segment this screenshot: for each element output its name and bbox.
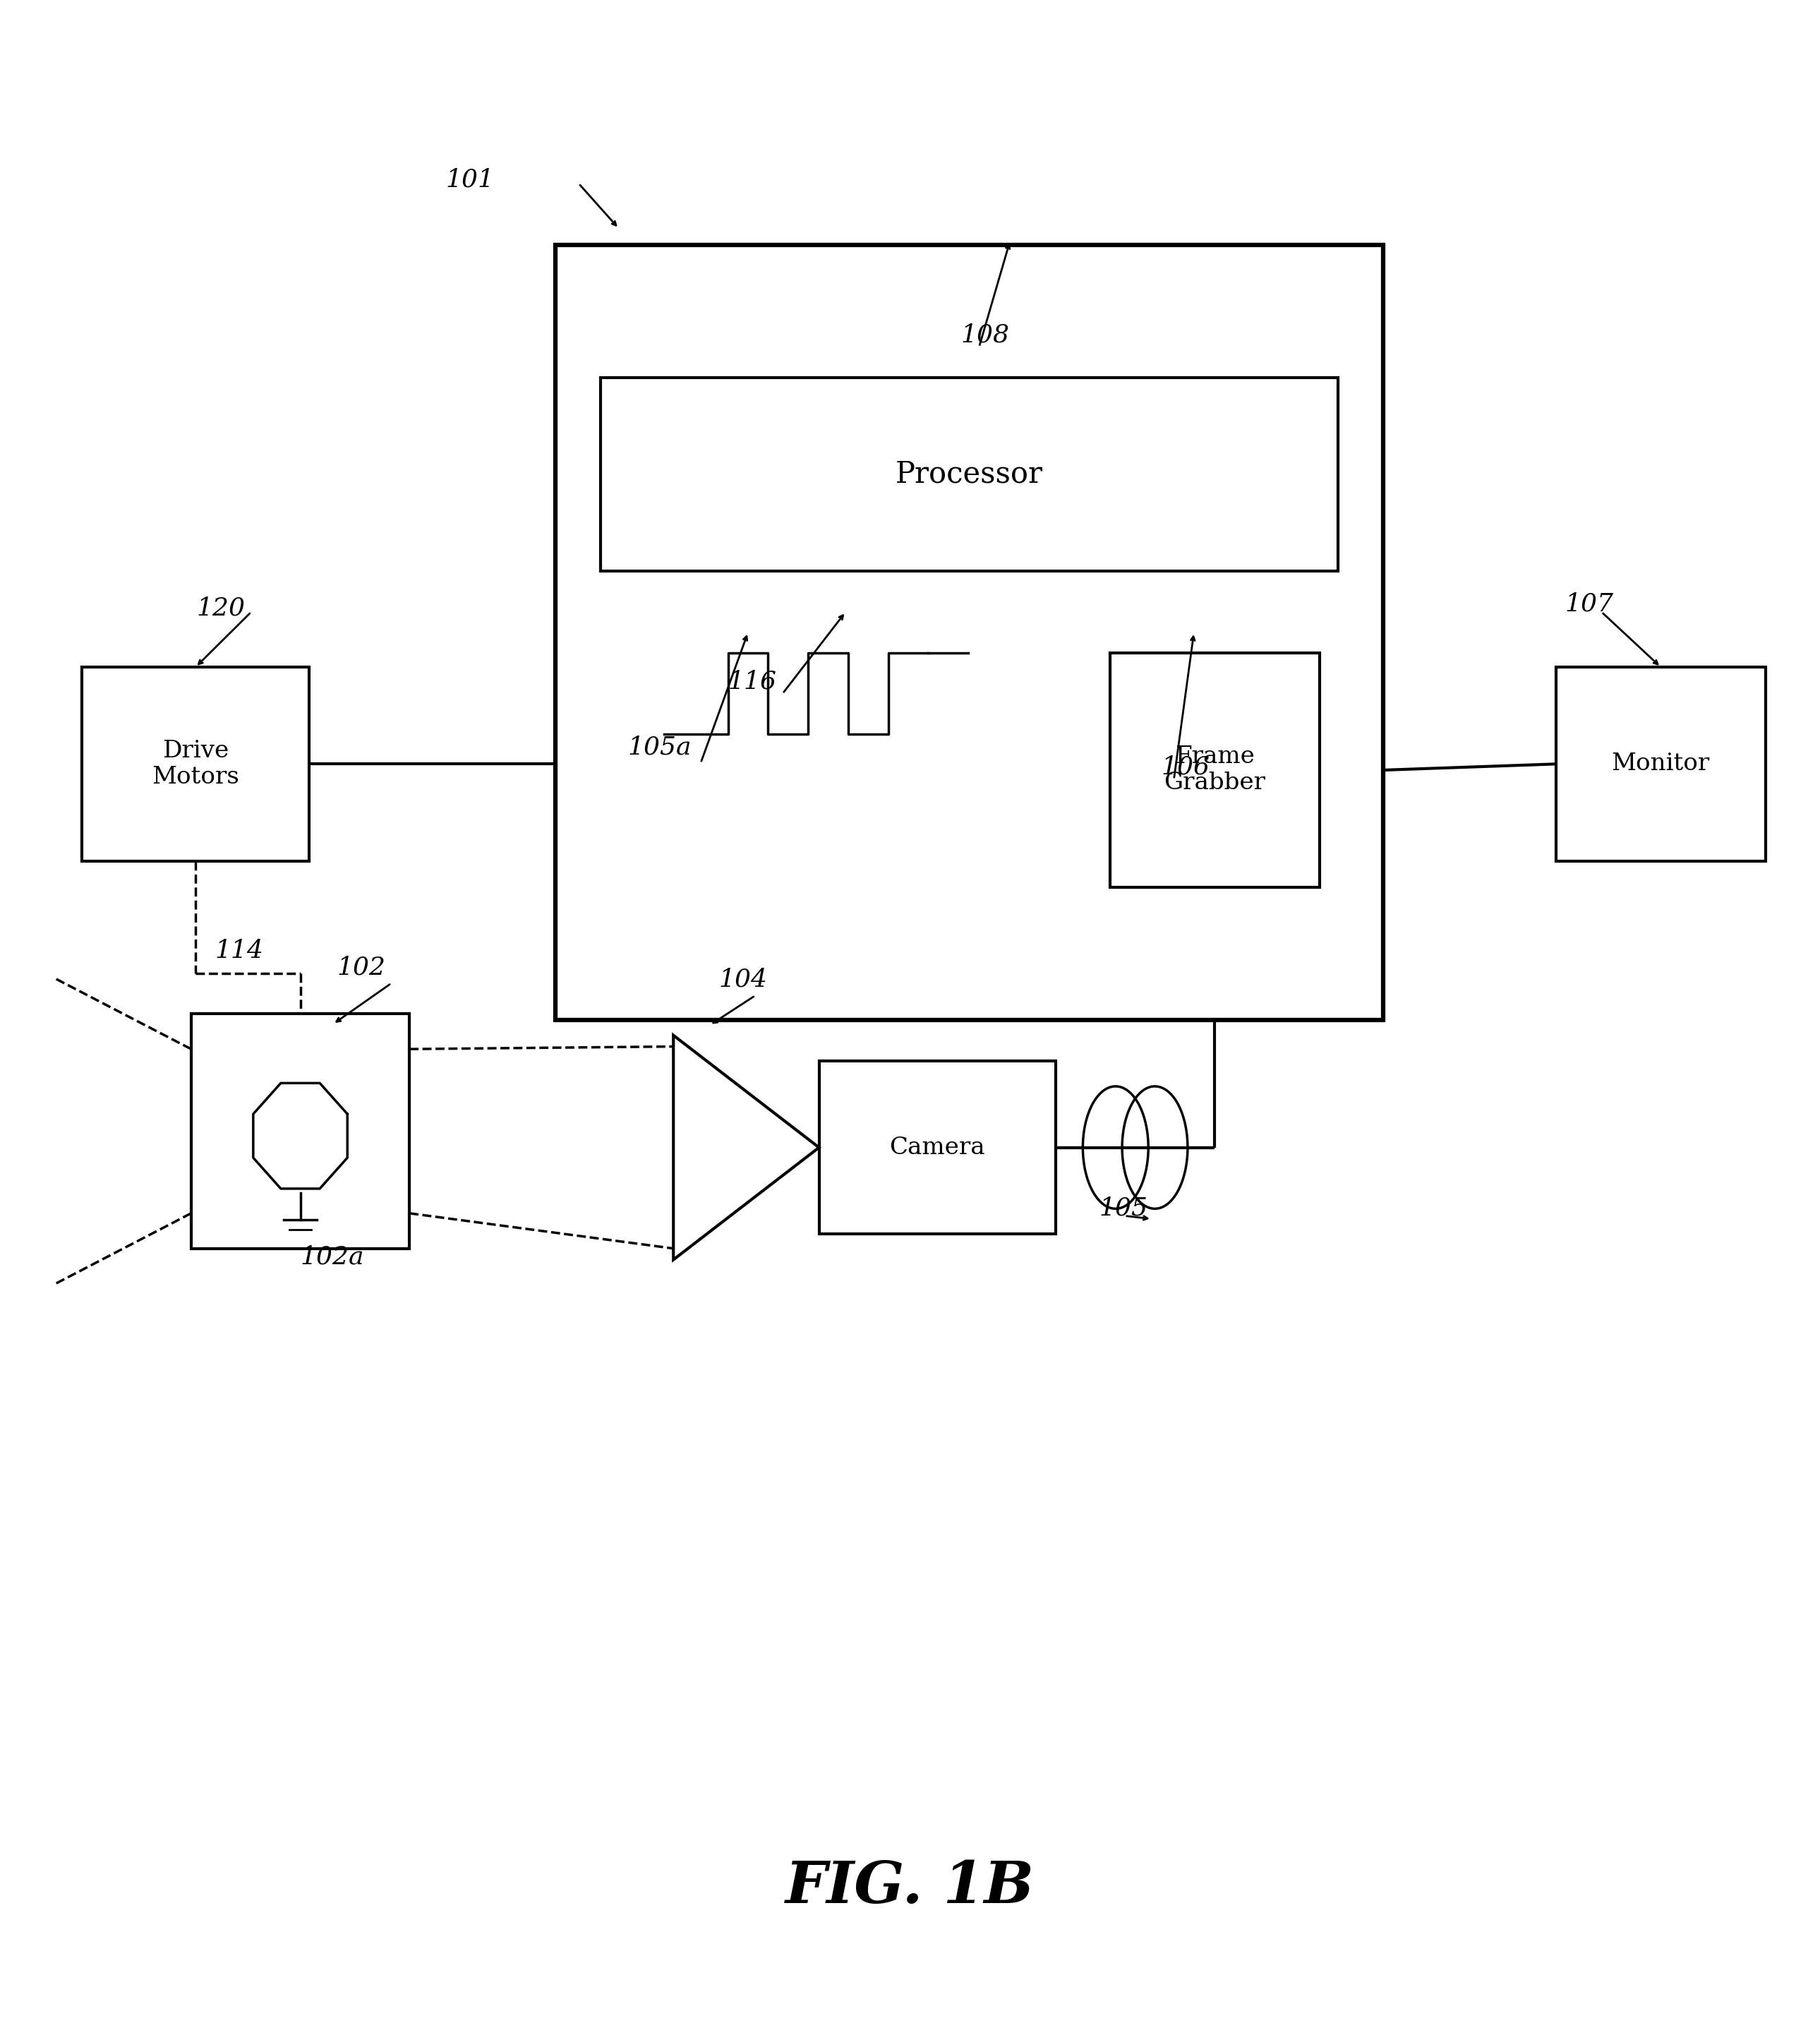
Text: 107: 107 xyxy=(1565,592,1614,616)
Text: 105: 105 xyxy=(1099,1195,1148,1220)
Text: 102: 102 xyxy=(337,955,386,979)
FancyBboxPatch shape xyxy=(1556,667,1765,861)
Text: 104: 104 xyxy=(719,967,768,991)
FancyBboxPatch shape xyxy=(819,1061,1056,1234)
Text: Frame
Grabber: Frame Grabber xyxy=(1165,747,1265,794)
FancyBboxPatch shape xyxy=(601,377,1338,571)
Text: Drive
Motors: Drive Motors xyxy=(151,741,240,787)
Text: Processor: Processor xyxy=(895,459,1043,490)
FancyBboxPatch shape xyxy=(1110,653,1320,887)
Text: 114: 114 xyxy=(215,938,264,963)
Text: Monitor: Monitor xyxy=(1613,753,1709,775)
FancyBboxPatch shape xyxy=(82,667,309,861)
Text: 120: 120 xyxy=(197,596,246,620)
Text: 108: 108 xyxy=(961,322,1010,347)
Text: 106: 106 xyxy=(1161,755,1210,779)
Text: 101: 101 xyxy=(446,167,495,192)
Text: FIG. 1B: FIG. 1B xyxy=(786,1858,1034,1916)
Text: Camera: Camera xyxy=(890,1136,985,1159)
FancyBboxPatch shape xyxy=(555,245,1383,1020)
Text: 105a: 105a xyxy=(628,734,692,759)
FancyBboxPatch shape xyxy=(191,1014,410,1248)
Text: 102a: 102a xyxy=(300,1244,364,1269)
Text: 116: 116 xyxy=(728,669,777,694)
